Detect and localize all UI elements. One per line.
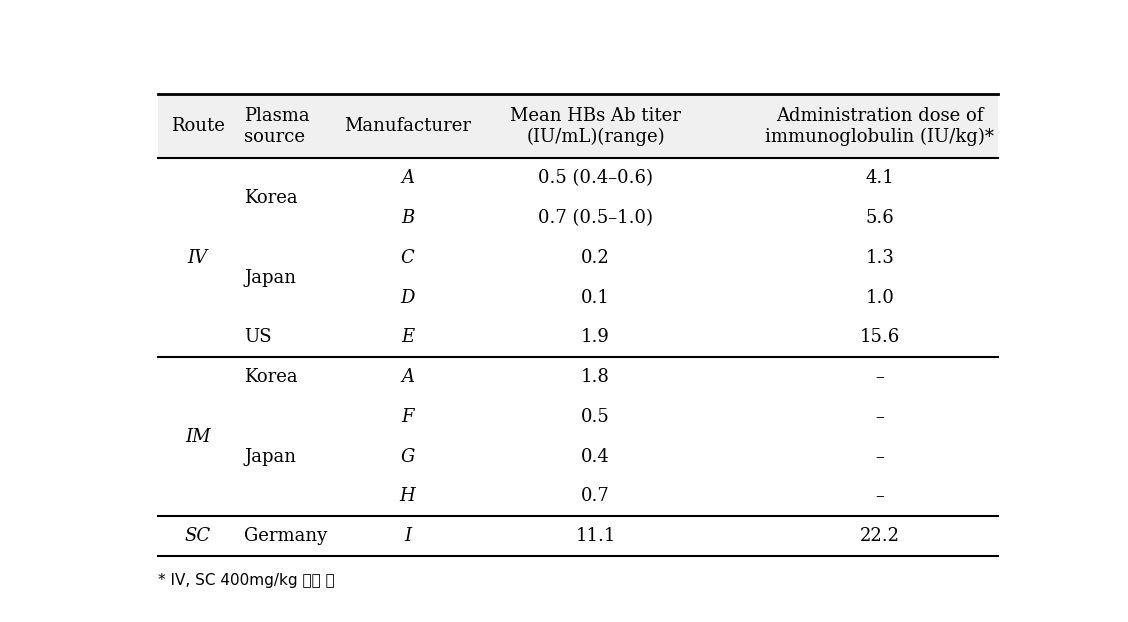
Text: 22.2: 22.2 [860,527,900,545]
Text: 0.4: 0.4 [581,448,610,466]
Text: E: E [402,328,414,346]
Text: H: H [399,488,415,505]
Text: 1.3: 1.3 [865,249,895,267]
Text: –: – [875,408,884,426]
Text: D: D [400,289,415,307]
Text: Manufacturer: Manufacturer [344,117,472,135]
Text: Korea: Korea [244,189,298,207]
Text: 15.6: 15.6 [860,328,900,346]
Text: SC: SC [185,527,211,545]
Text: Mean HBs Ab titer
(IU/mL)(range): Mean HBs Ab titer (IU/mL)(range) [510,106,681,146]
Text: Korea: Korea [244,368,298,386]
Text: Route: Route [170,117,224,135]
Text: IM: IM [185,428,211,446]
Text: 0.5: 0.5 [581,408,610,426]
Text: Japan: Japan [244,269,297,287]
Text: G: G [400,448,415,466]
Text: B: B [402,209,414,227]
Text: I: I [404,527,412,545]
Text: Germany: Germany [244,527,327,545]
Text: Administration dose of
immunoglobulin (IU/kg)*: Administration dose of immunoglobulin (I… [765,106,994,146]
FancyBboxPatch shape [158,94,997,159]
Text: –: – [875,368,884,386]
Text: 0.7 (0.5–1.0): 0.7 (0.5–1.0) [538,209,653,227]
Text: C: C [400,249,414,267]
Text: 0.5 (0.4–0.6): 0.5 (0.4–0.6) [538,169,653,187]
Text: –: – [875,448,884,466]
Text: F: F [402,408,414,426]
Text: 1.0: 1.0 [865,289,895,307]
Text: 1.9: 1.9 [581,328,610,346]
Text: A: A [402,169,414,187]
Text: IV: IV [187,249,208,267]
Text: 5.6: 5.6 [865,209,895,227]
Text: Plasma
source: Plasma source [244,107,310,146]
Text: 1.8: 1.8 [581,368,610,386]
Text: 0.2: 0.2 [581,249,610,267]
Text: Japan: Japan [244,448,297,466]
Text: US: US [244,328,272,346]
Text: 4.1: 4.1 [865,169,895,187]
Text: –: – [875,488,884,505]
Text: 11.1: 11.1 [575,527,616,545]
Text: * IV, SC 400mg/kg 주사 시: * IV, SC 400mg/kg 주사 시 [158,573,335,588]
Text: 0.7: 0.7 [581,488,610,505]
Text: A: A [402,368,414,386]
Text: 0.1: 0.1 [581,289,610,307]
